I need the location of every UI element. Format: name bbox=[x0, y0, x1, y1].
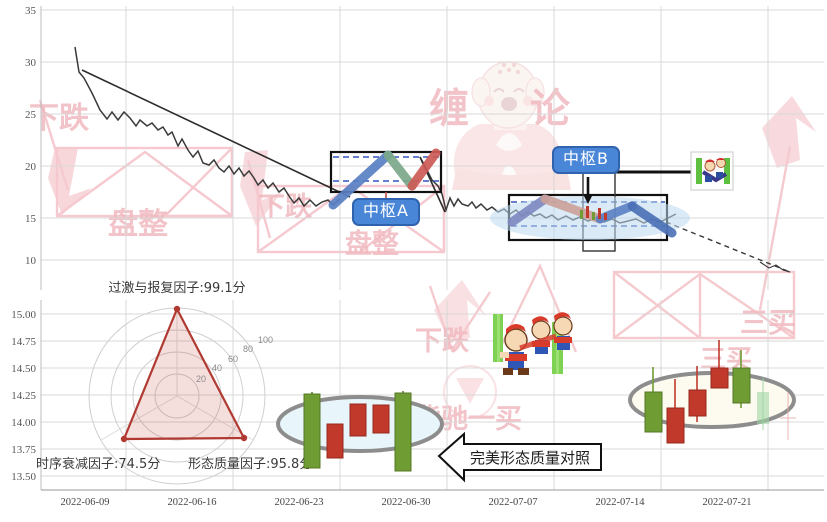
y-tick-lower-0: 15.00 bbox=[11, 309, 36, 321]
radar-label-left: 时序衰减因子:74.5分 bbox=[36, 456, 160, 472]
y-tick-lower-6: 13.50 bbox=[11, 471, 36, 483]
radar-scale-20: 20 bbox=[196, 374, 206, 384]
radar-title-top: 过激与报复因子:99.1分 bbox=[108, 281, 245, 296]
y-tick-upper-2: 25 bbox=[25, 109, 37, 121]
pivot-b-label[interactable]: 中枢B bbox=[552, 146, 620, 174]
x-tick-6: 2022-07-21 bbox=[703, 497, 752, 508]
right-candle-group bbox=[644, 340, 796, 444]
x-tick-5: 2022-07-14 bbox=[596, 497, 646, 508]
x-tick-3: 2022-06-30 bbox=[382, 497, 431, 508]
brand-mascot-watermark bbox=[452, 61, 571, 190]
radar-polygon bbox=[122, 306, 246, 441]
radar-scale-80: 80 bbox=[243, 344, 253, 354]
comparison-banner-label: 完美形态质量对照 bbox=[470, 449, 590, 467]
lower-y-ticks: 15.00 14.75 14.50 14.25 14.00 13.75 13.5… bbox=[11, 309, 36, 483]
watermark-tag-1: 盘整 bbox=[108, 207, 168, 242]
x-axis-ticks: 2022-06-09 2022-06-16 2022-06-23 2022-06… bbox=[61, 497, 752, 508]
pivot-b-sticker-icon[interactable] bbox=[690, 151, 734, 191]
upper-y-ticks: 35 30 25 20 15 10 bbox=[25, 5, 37, 267]
y-tick-lower-5: 13.75 bbox=[11, 444, 36, 456]
watermark-brand-left: 缠 bbox=[429, 86, 469, 132]
watermark-tag-3: 盘整 bbox=[345, 228, 399, 260]
radar-scale-40: 40 bbox=[212, 363, 222, 373]
trend-line bbox=[81, 69, 351, 198]
radar-label-right: 形态质量因子:95.8分 bbox=[188, 457, 312, 472]
price-line bbox=[74, 46, 341, 208]
forecast-dashed-line bbox=[665, 221, 791, 273]
x-tick-0: 2022-06-09 bbox=[61, 497, 110, 508]
pivot-b-mini-candles bbox=[580, 206, 607, 220]
radar-chart: 20 40 60 80 100 过激与报复因子:99.1分 时序衰减因子:74.… bbox=[36, 281, 312, 485]
y-tick-lower-1: 14.75 bbox=[11, 336, 36, 348]
radar-point-top bbox=[173, 305, 181, 313]
pivot-a-label[interactable]: 中枢A bbox=[352, 198, 420, 226]
mario-sticker bbox=[493, 312, 573, 375]
watermark-circle-mark bbox=[443, 365, 497, 419]
watermark-diagram-1 bbox=[38, 99, 234, 218]
left-candle-group bbox=[303, 391, 412, 472]
forecast-tail bbox=[759, 261, 791, 273]
radar-scale-60: 60 bbox=[228, 354, 238, 364]
y-tick-lower-2: 14.50 bbox=[11, 363, 36, 375]
y-tick-upper-3: 20 bbox=[25, 161, 37, 173]
x-tick-4: 2022-07-07 bbox=[489, 497, 538, 508]
x-tick-2: 2022-06-23 bbox=[275, 497, 324, 508]
radar-point-left bbox=[120, 435, 128, 443]
radar-scale-100: 100 bbox=[258, 335, 273, 345]
y-tick-lower-4: 14.00 bbox=[11, 417, 36, 429]
y-tick-lower-3: 14.25 bbox=[11, 390, 36, 402]
y-tick-upper-0: 35 bbox=[25, 5, 37, 17]
x-tick-1: 2022-06-16 bbox=[168, 497, 217, 508]
comparison-banner: 完美形态质量对照 bbox=[437, 431, 602, 483]
watermark-brand-right: 论 bbox=[530, 86, 571, 132]
pivot-b-arrow bbox=[583, 177, 593, 204]
watermark-tag-0: 下跌 bbox=[29, 101, 89, 136]
pivot-a-segments bbox=[328, 148, 441, 210]
y-tick-upper-4: 15 bbox=[25, 213, 37, 225]
radar-point-right bbox=[240, 434, 248, 442]
y-tick-upper-1: 30 bbox=[25, 57, 37, 69]
y-tick-upper-5: 10 bbox=[25, 255, 37, 267]
